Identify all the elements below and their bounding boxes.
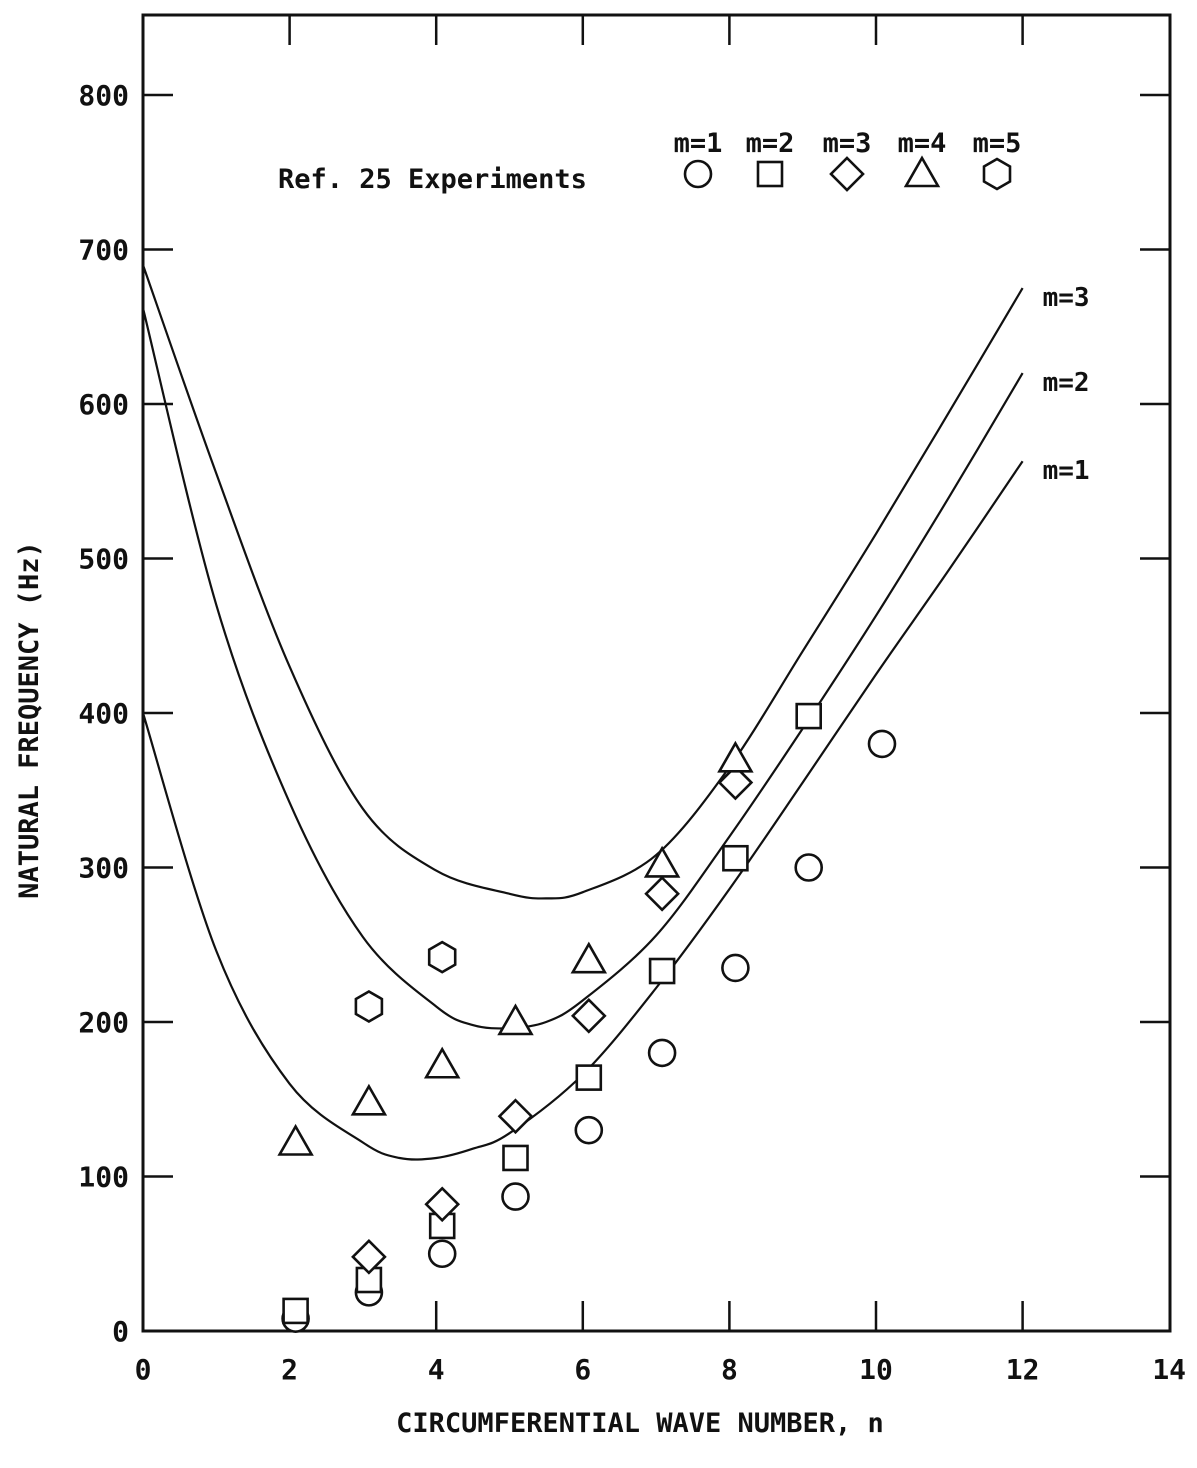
legend-label-m=3: m=3	[823, 128, 872, 159]
y-tick-label: 700	[78, 234, 129, 267]
theory-curves	[141, 264, 1024, 1161]
y-tick-label: 100	[78, 1161, 129, 1194]
point-m=1-circle	[867, 729, 897, 759]
data-points	[277, 702, 897, 1333]
x-axis-label: CIRCUMFERENTIAL WAVE NUMBER, n	[396, 1408, 884, 1439]
y-tick-labels: 0 100 200 300 400 500 600 700 800	[78, 79, 129, 1348]
y-tick-label: 600	[78, 388, 129, 421]
legend-label-m=4: m=4	[898, 128, 947, 159]
point-m=1-circle	[647, 1038, 677, 1068]
x-tick-labels: 0 2 4 6 8 10 12 14	[135, 1353, 1186, 1386]
point-m=4-triangle	[497, 1003, 534, 1036]
legend-label-m=5: m=5	[973, 128, 1022, 159]
x-tick-label: 6	[574, 1353, 591, 1386]
point-m=5-hexagon	[354, 989, 384, 1024]
point-m=1-circle	[574, 1115, 604, 1145]
curve-m=3	[141, 264, 1024, 900]
point-m=4-triangle	[350, 1083, 388, 1116]
point-m=4-triangle	[277, 1123, 314, 1156]
y-axis-label: NATURAL FREQUENCY (Hz)	[14, 541, 45, 899]
legend-label-m=2: m=2	[746, 128, 795, 159]
curve-label-m=1: m=1	[1043, 456, 1090, 486]
point-m=1-circle	[721, 953, 750, 983]
legend-label-m=1: m=1	[674, 128, 723, 159]
plot-frame	[141, 13, 1172, 1333]
legend-symbol-square	[756, 160, 784, 188]
curve-label-m=2: m=2	[1043, 368, 1090, 398]
x-tick-label: 4	[428, 1353, 445, 1386]
curve-m=2	[141, 307, 1024, 1030]
point-m=1-circle	[794, 853, 824, 882]
axis-ticks	[143, 15, 1170, 1331]
point-m=5-hexagon	[427, 940, 457, 974]
point-m=4-triangle	[643, 845, 681, 878]
curve-labels: m=1 m=2 m=3	[1043, 283, 1090, 486]
y-tick-label: 500	[78, 543, 129, 576]
point-m=3-diamond	[644, 875, 680, 912]
point-m=2-square	[722, 844, 749, 872]
legend: Ref. 25 Experiments m=1 m=2 m=3 m=4 m=5	[278, 128, 1021, 195]
legend-title: Ref. 25 Experiments	[278, 164, 587, 195]
point-m=2-square	[575, 1064, 603, 1091]
x-tick-label: 12	[1006, 1353, 1040, 1386]
point-m=2-square	[795, 702, 823, 730]
point-m=1-circle	[427, 1239, 457, 1269]
point-m=4-triangle	[423, 1046, 461, 1079]
x-tick-label: 2	[281, 1353, 298, 1386]
point-m=2-square	[502, 1144, 529, 1172]
legend-symbol-triangle	[903, 155, 941, 188]
point-m=2-square	[648, 957, 676, 985]
y-tick-label: 200	[78, 1006, 129, 1039]
point-m=4-triangle	[717, 740, 754, 773]
legend-symbol-diamond	[829, 156, 865, 192]
point-m=4-triangle	[570, 941, 608, 974]
point-m=3-diamond	[570, 997, 607, 1034]
x-tick-label: 0	[135, 1353, 152, 1386]
curve-label-m=3: m=3	[1043, 283, 1090, 313]
point-m=3-diamond	[717, 764, 754, 801]
legend-symbol-hexagon	[982, 157, 1012, 191]
point-m=2-square	[282, 1297, 309, 1325]
point-m=3-diamond	[424, 1186, 461, 1223]
y-tick-label: 300	[78, 852, 129, 885]
point-m=3-diamond	[351, 1239, 387, 1275]
point-m=3-diamond	[497, 1098, 534, 1135]
x-tick-label: 14	[1152, 1353, 1186, 1386]
y-tick-label: 0	[112, 1315, 129, 1348]
point-m=2-square	[428, 1212, 456, 1240]
point-m=1-circle	[501, 1182, 530, 1211]
y-tick-label: 400	[78, 697, 129, 730]
curve-m=1	[141, 460, 1024, 1161]
legend-symbol-circle	[683, 159, 713, 189]
y-tick-label: 800	[78, 79, 129, 112]
legend-entries: m=1 m=2 m=3 m=4 m=5	[674, 128, 1022, 192]
x-tick-label: 10	[859, 1353, 893, 1386]
x-tick-label: 8	[721, 1353, 738, 1386]
